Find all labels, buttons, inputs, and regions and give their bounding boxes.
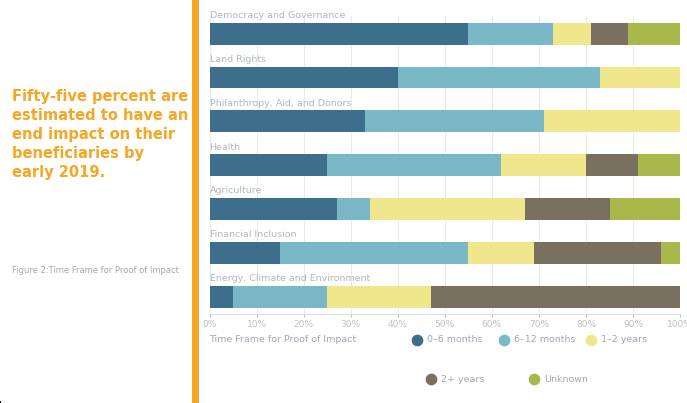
Bar	[591, 23, 629, 45]
Bar	[662, 242, 680, 264]
Bar	[370, 198, 525, 220]
Text: Philanthropy, Aid, and Donors: Philanthropy, Aid, and Donors	[210, 99, 351, 108]
Bar	[398, 66, 600, 89]
Bar	[553, 23, 591, 45]
Bar	[534, 242, 662, 264]
Bar	[210, 110, 365, 132]
Bar	[469, 242, 534, 264]
Point	[529, 376, 540, 382]
Bar	[210, 198, 337, 220]
Bar	[327, 154, 502, 176]
Bar	[327, 286, 431, 308]
Bar	[525, 198, 609, 220]
Bar	[210, 154, 327, 176]
Point	[498, 336, 509, 343]
Text: Fifty-five percent are
estimated to have an
end impact on their
beneficiaries by: Fifty-five percent are estimated to have…	[12, 89, 188, 181]
Bar	[210, 242, 280, 264]
Bar	[210, 23, 469, 45]
Bar	[210, 286, 233, 308]
Text: Health: Health	[210, 143, 240, 152]
Bar	[280, 242, 469, 264]
Bar	[543, 110, 680, 132]
Text: 0–6 months: 0–6 months	[427, 335, 482, 344]
Text: Financial Inclusion: Financial Inclusion	[210, 231, 296, 239]
Text: Democracy and Governance: Democracy and Governance	[210, 11, 345, 20]
Bar	[337, 198, 370, 220]
Bar	[365, 110, 543, 132]
Point	[585, 336, 596, 343]
Text: Figure 2:Time Frame for Proof of Impact: Figure 2:Time Frame for Proof of Impact	[12, 266, 179, 275]
Point	[425, 376, 436, 382]
Bar	[210, 66, 398, 89]
Bar	[629, 23, 680, 45]
Text: 1–2 years: 1–2 years	[601, 335, 647, 344]
Bar	[638, 154, 680, 176]
Bar	[469, 23, 553, 45]
Bar	[609, 198, 680, 220]
Text: Energy, Climate and Environment: Energy, Climate and Environment	[210, 274, 370, 283]
Text: Time Frame for Proof of Impact: Time Frame for Proof of Impact	[210, 335, 357, 344]
Text: Land Rights: Land Rights	[210, 55, 266, 64]
Text: 6–12 months: 6–12 months	[514, 335, 576, 344]
Bar	[233, 286, 327, 308]
Point	[411, 336, 422, 343]
Text: Agriculture: Agriculture	[210, 187, 262, 195]
Bar	[502, 154, 586, 176]
Bar	[586, 154, 638, 176]
Bar	[600, 66, 680, 89]
Text: 2+ years: 2+ years	[441, 375, 484, 384]
Bar	[431, 286, 680, 308]
Text: Unknown: Unknown	[545, 375, 589, 384]
